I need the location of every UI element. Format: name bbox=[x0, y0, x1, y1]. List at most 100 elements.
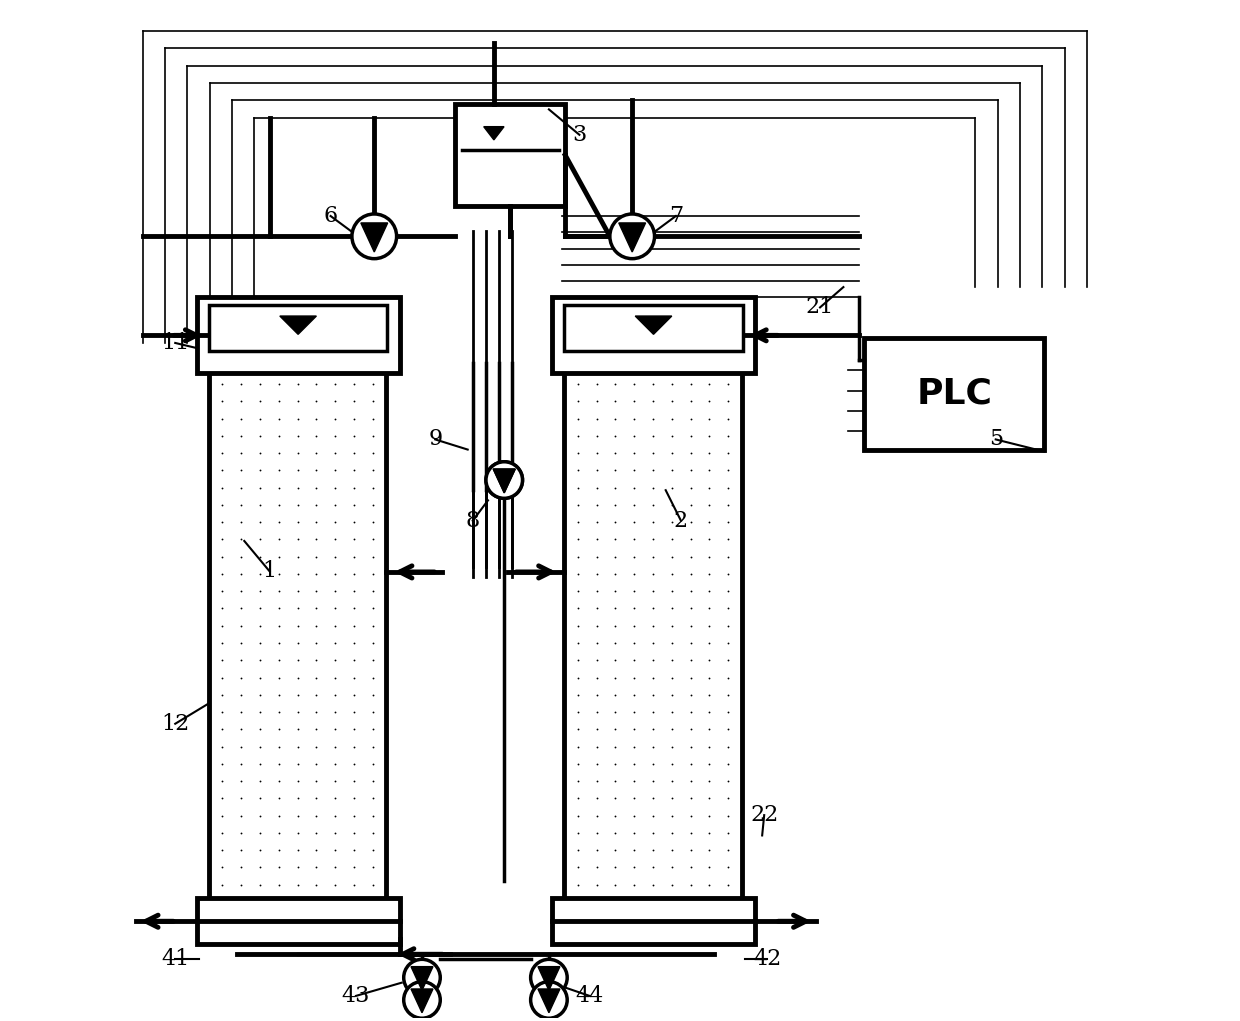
Point bbox=[250, 635, 270, 651]
Point bbox=[624, 583, 644, 599]
Point bbox=[343, 738, 363, 755]
Point bbox=[699, 703, 719, 720]
Point bbox=[363, 756, 383, 772]
Point bbox=[568, 445, 588, 461]
Point bbox=[269, 480, 289, 496]
Point bbox=[699, 738, 719, 755]
Point bbox=[718, 618, 738, 634]
Point bbox=[250, 410, 270, 427]
Point bbox=[250, 531, 270, 547]
Point bbox=[325, 756, 345, 772]
Point bbox=[699, 548, 719, 565]
Point bbox=[587, 410, 606, 427]
Point bbox=[662, 808, 682, 824]
Point bbox=[363, 618, 383, 634]
Point bbox=[306, 514, 326, 530]
Point bbox=[363, 876, 383, 892]
Point bbox=[681, 480, 701, 496]
Point bbox=[644, 825, 663, 841]
Point bbox=[624, 497, 644, 514]
Point bbox=[605, 687, 625, 703]
Point bbox=[624, 756, 644, 772]
Polygon shape bbox=[361, 223, 388, 252]
Point bbox=[644, 687, 663, 703]
Point bbox=[363, 393, 383, 409]
Point bbox=[288, 497, 308, 514]
Point bbox=[718, 514, 738, 530]
Text: 21: 21 bbox=[806, 296, 835, 319]
Point bbox=[568, 670, 588, 686]
Point bbox=[644, 790, 663, 807]
Point bbox=[288, 600, 308, 617]
Point bbox=[624, 738, 644, 755]
Point bbox=[662, 635, 682, 651]
Point bbox=[662, 480, 682, 496]
Point bbox=[269, 703, 289, 720]
Point bbox=[212, 463, 232, 479]
Text: 12: 12 bbox=[161, 713, 190, 735]
Point bbox=[325, 463, 345, 479]
Point bbox=[288, 428, 308, 444]
Point bbox=[269, 652, 289, 669]
Point bbox=[605, 600, 625, 617]
Point bbox=[306, 480, 326, 496]
Point bbox=[681, 445, 701, 461]
Point bbox=[343, 721, 363, 737]
Point bbox=[662, 531, 682, 547]
Point bbox=[212, 514, 232, 530]
Point bbox=[718, 445, 738, 461]
Point bbox=[699, 635, 719, 651]
Point bbox=[587, 790, 606, 807]
Polygon shape bbox=[484, 127, 503, 140]
Point bbox=[288, 393, 308, 409]
Point bbox=[624, 652, 644, 669]
Point bbox=[587, 531, 606, 547]
Text: 5: 5 bbox=[988, 429, 1003, 450]
Point bbox=[250, 600, 270, 617]
Point bbox=[212, 548, 232, 565]
Point bbox=[212, 703, 232, 720]
Point bbox=[699, 773, 719, 789]
Point bbox=[587, 480, 606, 496]
Point bbox=[681, 497, 701, 514]
Point bbox=[269, 445, 289, 461]
Point bbox=[699, 376, 719, 392]
Point bbox=[587, 825, 606, 841]
Point bbox=[568, 842, 588, 859]
Point bbox=[288, 670, 308, 686]
Point bbox=[644, 393, 663, 409]
Point bbox=[587, 463, 606, 479]
Point bbox=[232, 773, 252, 789]
Point bbox=[568, 808, 588, 824]
Point bbox=[212, 635, 232, 651]
Point bbox=[288, 410, 308, 427]
Point bbox=[644, 670, 663, 686]
Point bbox=[363, 445, 383, 461]
Point bbox=[343, 445, 363, 461]
Point bbox=[605, 721, 625, 737]
Bar bbox=[455, 104, 565, 206]
Point bbox=[232, 738, 252, 755]
Point bbox=[306, 756, 326, 772]
Point bbox=[662, 876, 682, 892]
Point bbox=[587, 445, 606, 461]
Point bbox=[624, 393, 644, 409]
Point bbox=[568, 738, 588, 755]
Point bbox=[269, 531, 289, 547]
Point bbox=[250, 721, 270, 737]
Point bbox=[288, 825, 308, 841]
Point bbox=[644, 860, 663, 876]
Point bbox=[232, 445, 252, 461]
Point bbox=[343, 618, 363, 634]
Point bbox=[699, 463, 719, 479]
Point bbox=[587, 618, 606, 634]
Point bbox=[587, 393, 606, 409]
Point bbox=[363, 721, 383, 737]
Point bbox=[605, 790, 625, 807]
Point bbox=[624, 531, 644, 547]
Point bbox=[212, 773, 232, 789]
Point bbox=[288, 808, 308, 824]
Point bbox=[288, 531, 308, 547]
Point bbox=[644, 531, 663, 547]
Point bbox=[662, 790, 682, 807]
